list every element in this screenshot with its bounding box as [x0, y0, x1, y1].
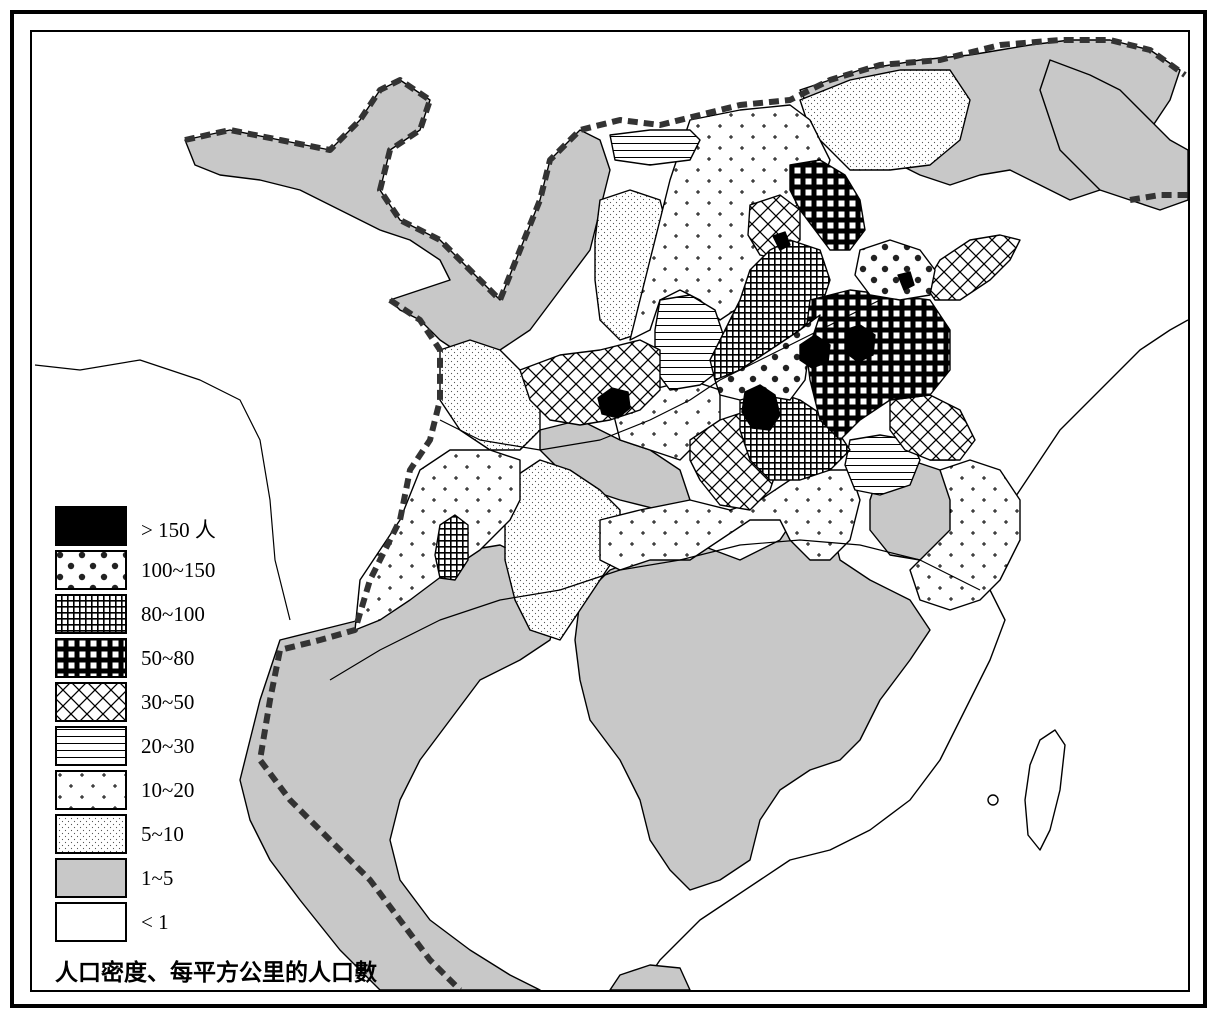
island-small [987, 794, 999, 806]
region-over-150-b [741, 384, 781, 431]
region-over-150-c [799, 334, 831, 369]
region-20-30-north [609, 129, 701, 166]
region-1-5-northwest [184, 79, 611, 361]
region-over-150-f [897, 271, 915, 291]
region-1-5-hainan [609, 964, 691, 990]
map-inner-frame [30, 30, 1190, 992]
region-over-150-d [844, 324, 876, 363]
legend-label: 20~30 [141, 734, 195, 758]
map-caption: 人口密度、每平方公里的人口數 [55, 960, 377, 986]
han-border-west [257, 297, 463, 990]
legend-label: < 1 [141, 910, 169, 934]
han-border-north [184, 37, 1187, 303]
legend-item-1-5: 1~5 [55, 858, 355, 898]
legend-item-5-10: 5~10 [55, 814, 355, 854]
river-yangtze [329, 539, 981, 681]
region-5-10-northeast [799, 69, 971, 171]
legend-item-80-100: 80~100 [55, 594, 355, 634]
legend-item-over-150: > 150 人 [55, 506, 355, 546]
region-30-50-shandong [889, 394, 976, 461]
legend-item-50-80: 50~80 [55, 638, 355, 678]
legend-label: > 150 人 [141, 518, 216, 542]
legend-label: 30~50 [141, 690, 195, 714]
region-1-5-korea [1039, 59, 1188, 211]
legend-label: 10~20 [141, 778, 195, 802]
river-west [34, 359, 291, 621]
legend-label: 100~150 [141, 558, 216, 582]
region-50-80-north [789, 159, 866, 251]
region-20-30-east [844, 434, 921, 496]
legend-label: 80~100 [141, 602, 205, 626]
map-outer-frame [10, 10, 1207, 1008]
coastline [639, 319, 1188, 990]
region-over-150-a [597, 387, 631, 419]
region-30-50-northeast [924, 234, 1021, 301]
region-5-10-centralwest [504, 459, 621, 641]
legend-item-under-1: < 1 [55, 902, 355, 942]
river-yellow [439, 299, 881, 451]
legend-item-20-30: 20~30 [55, 726, 355, 766]
legend-item-10-20: 10~20 [55, 770, 355, 810]
legend-label: 5~10 [141, 822, 184, 846]
region-1-5-south [574, 509, 931, 891]
island-taiwan [1024, 729, 1066, 851]
legend-item-100-150: 100~150 [55, 550, 355, 590]
region-5-10-west [439, 339, 541, 451]
han-border-east [1129, 192, 1188, 203]
legend-label: 1~5 [141, 866, 174, 890]
legend-label: 50~80 [141, 646, 195, 670]
region-10-20-east [909, 459, 1021, 611]
region-100-150-northeast [854, 239, 936, 301]
region-80-100-west [434, 514, 469, 581]
region-over-150-e [772, 231, 791, 251]
legend-item-30-50: 30~50 [55, 682, 355, 722]
